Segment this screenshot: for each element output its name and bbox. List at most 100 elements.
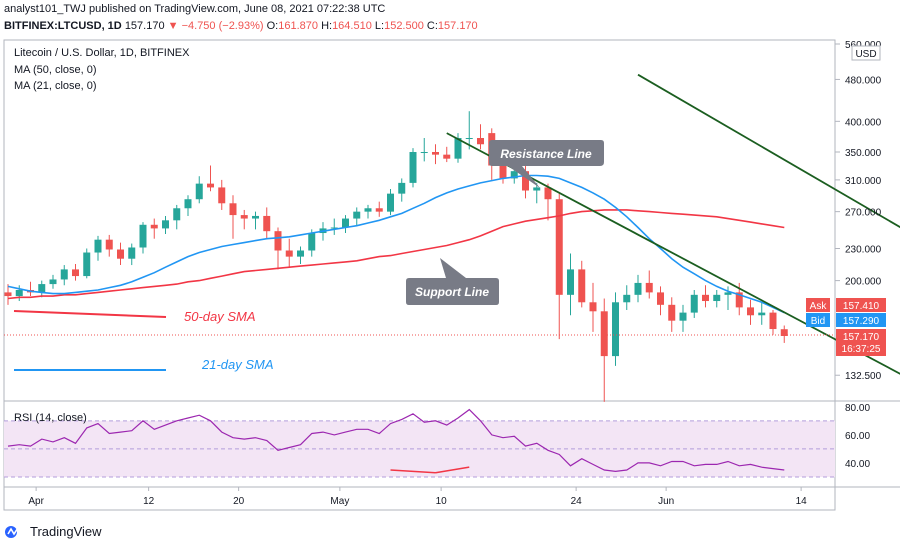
candle-body: [690, 294, 698, 313]
candle-body: [72, 269, 79, 277]
price-tick-label: 270.000: [845, 208, 882, 219]
open-label: O:: [266, 20, 279, 32]
ohlc-header: BITFINEX:LTCUSD, 1D 157.170 ▼ −4.750 (−2…: [4, 20, 478, 32]
candle-body: [747, 307, 754, 316]
price-tick-label: 480.000: [845, 75, 882, 86]
trendlines-group: [446, 73, 900, 375]
time-tick-label: May: [330, 496, 349, 507]
candle-body: [735, 292, 743, 308]
candle-body: [162, 220, 169, 229]
ask-value-bg: [836, 298, 886, 312]
candle-body: [443, 154, 451, 159]
price-tick-label: 400.000: [845, 117, 882, 128]
candle-body: [634, 282, 642, 295]
candle-body: [713, 294, 721, 302]
candle-body: [612, 302, 619, 357]
candle-body: [420, 152, 428, 154]
candle-body: [274, 231, 282, 251]
rsi-tick-label: 40.00: [845, 459, 870, 470]
candle-body: [229, 203, 237, 216]
price-tick-label: 200.000: [845, 277, 882, 288]
change-value: −4.750 (−2.93%): [181, 20, 264, 32]
ma21-legend[interactable]: MA (21, close, 0): [14, 80, 97, 92]
candle-body: [657, 292, 664, 305]
currency-badge[interactable]: USD: [851, 45, 881, 61]
bid-value: 157.290: [843, 316, 880, 327]
time-tick-label: 14: [796, 496, 808, 507]
support-callout-bubble: [406, 258, 499, 305]
candle-body: [780, 329, 788, 336]
countdown-value: 16:37:25: [842, 344, 881, 355]
candle-body: [60, 269, 68, 280]
rsi-line: [7, 408, 785, 473]
candle-body: [285, 250, 293, 257]
candle-body: [679, 312, 687, 321]
candle-body: [4, 292, 12, 297]
candle-body: [218, 187, 226, 204]
rsi-tick-label: 60.00: [845, 431, 870, 442]
ask-label: Ask: [810, 301, 828, 312]
candle-body: [49, 279, 57, 285]
last-price-bg: [836, 329, 886, 356]
candle-body: [724, 292, 732, 295]
candle-body: [297, 250, 304, 257]
candle-body: [522, 171, 529, 191]
price-tick-label: 132.500: [845, 371, 882, 382]
candle-body: [589, 302, 597, 312]
candle-body: [117, 249, 124, 259]
candle-body: [477, 137, 484, 145]
support-callout-text: Support Line: [415, 285, 489, 299]
candle-body: [364, 208, 372, 212]
price-tick-label: 350.000: [845, 148, 882, 159]
rsi-legend[interactable]: RSI (14, close): [14, 412, 87, 424]
time-axis-group: Apr 12 20 May 10 24 Jun 14: [28, 487, 807, 507]
sma50-annotation: 50-day SMA: [184, 309, 256, 324]
bid-value-bg: [836, 313, 886, 327]
candle-body: [342, 218, 349, 228]
grid-group: [835, 43, 840, 376]
candle-body: [758, 312, 766, 316]
candle-body: [375, 208, 383, 212]
rsi-tick-label: 80.00: [845, 403, 870, 414]
support-callout[interactable]: Support Line: [406, 258, 499, 305]
high-value: 164.510: [332, 20, 372, 32]
candle-body: [15, 289, 23, 297]
candle-body: [510, 171, 518, 179]
candle-body: [83, 252, 91, 277]
bid-tag: Bid 157.290: [806, 313, 886, 327]
moving-averages-group: [7, 174, 785, 314]
candle-body: [578, 269, 586, 303]
candle-body: [184, 199, 192, 209]
candle-body: [105, 239, 113, 250]
candle-body: [702, 294, 709, 302]
candle-body: [38, 284, 46, 293]
change-down-icon: ▼: [167, 20, 179, 32]
last-price: 157.170: [124, 20, 165, 32]
ask-tag: Ask 157.410: [806, 298, 886, 312]
candle-body: [330, 227, 338, 229]
candle-body: [252, 215, 259, 219]
resistance-callout-text: Resistance Line: [500, 147, 592, 161]
resistance-callout[interactable]: Resistance Line: [489, 140, 604, 188]
bid-label: Bid: [811, 316, 825, 327]
time-tick-label: Jun: [658, 496, 674, 507]
candle-body: [139, 224, 147, 248]
candle-body: [454, 137, 462, 159]
tradingview-brand[interactable]: TradingView: [4, 524, 102, 539]
ask-label-bg: [806, 298, 830, 312]
tradingview-logo-icon: [5, 525, 23, 538]
rsi-band-group: [4, 420, 835, 478]
price-tick-label: 230.000: [845, 244, 882, 255]
low-label: L:: [374, 20, 385, 32]
chart-title: Litecoin / U.S. Dollar, 1D, BITFINEX: [14, 47, 190, 59]
price-chart[interactable]: 560.000480.000400.000350.000310.000270.0…: [0, 0, 900, 520]
candle-body: [668, 304, 676, 321]
candle-body: [94, 239, 102, 253]
high-label: H:: [321, 20, 333, 32]
candle-body: [499, 165, 507, 179]
brand-name: TradingView: [30, 524, 102, 539]
candle-body: [645, 282, 653, 293]
ma50-legend[interactable]: MA (50, close, 0): [14, 64, 97, 76]
candle-body: [195, 183, 203, 200]
sma21-annotation: 21-day SMA: [201, 357, 274, 372]
